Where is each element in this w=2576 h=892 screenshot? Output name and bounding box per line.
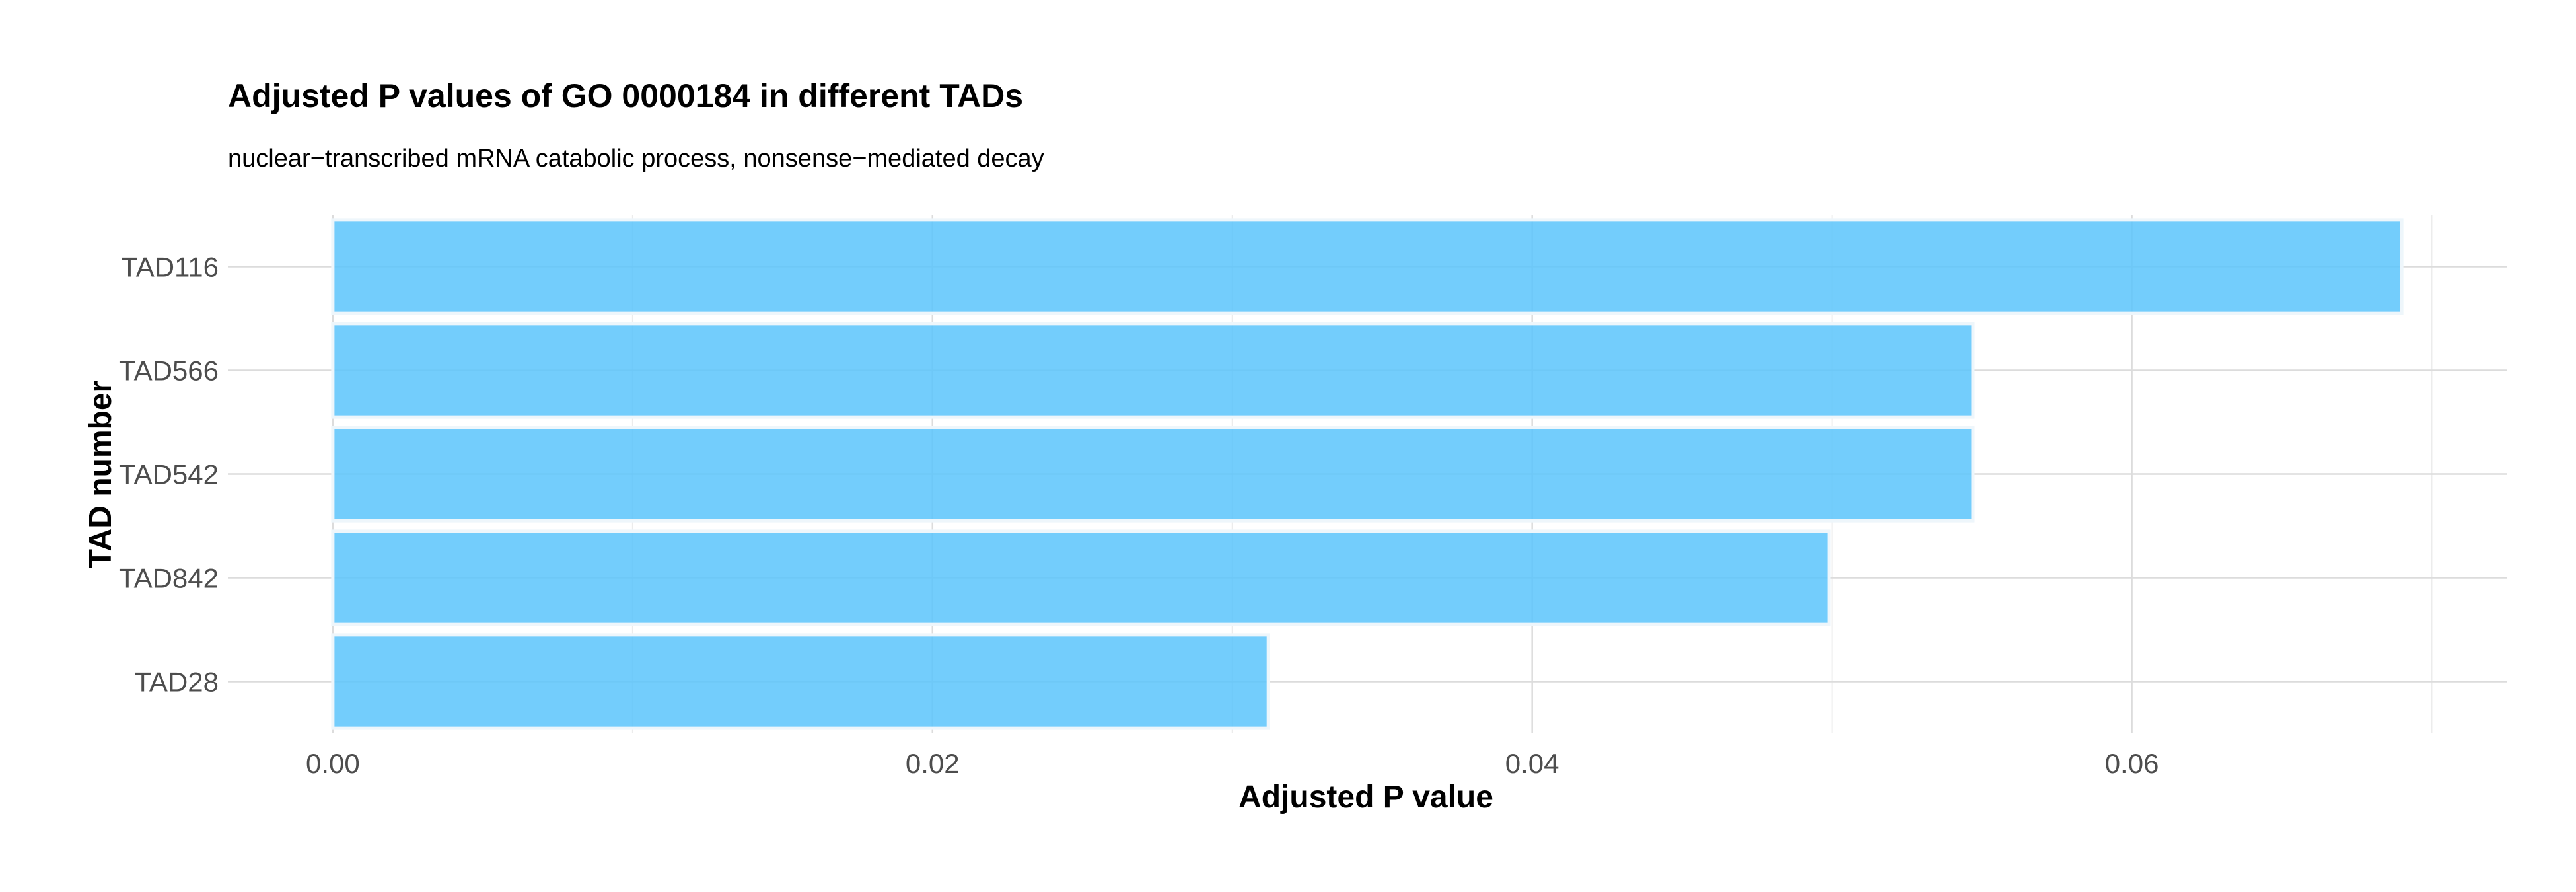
bar-tad542: [331, 426, 1975, 523]
chart-subtitle: nuclear−transcribed mRNA catabolic proce…: [228, 145, 1044, 172]
x-tick-labels: 0.00 0.02 0.04 0.06: [306, 748, 2159, 779]
x-tick-label: 0.06: [2105, 748, 2159, 779]
y-tick-label: TAD566: [119, 355, 219, 387]
x-tick-label: 0.00: [306, 748, 360, 779]
bars: [331, 218, 2404, 730]
x-tick-label: 0.04: [1505, 748, 1559, 779]
chart-title: Adjusted P values of GO 0000184 in diffe…: [228, 77, 1023, 114]
x-tick-label: 0.02: [906, 748, 960, 779]
bar-tad566: [331, 322, 1975, 419]
bar-tad28: [331, 633, 1270, 730]
x-axis-title: Adjusted P value: [1238, 780, 1493, 815]
y-tick-label: TAD116: [121, 252, 219, 283]
y-tick-label: TAD842: [119, 563, 219, 594]
y-tick-labels: TAD116 TAD566 TAD542 TAD842 TAD28: [119, 252, 219, 698]
bar-tad842: [331, 529, 1831, 626]
y-tick-label: TAD542: [119, 459, 219, 490]
bar-tad116: [331, 218, 2404, 315]
y-axis-title: TAD number: [83, 381, 118, 568]
y-tick-label: TAD28: [134, 667, 219, 698]
